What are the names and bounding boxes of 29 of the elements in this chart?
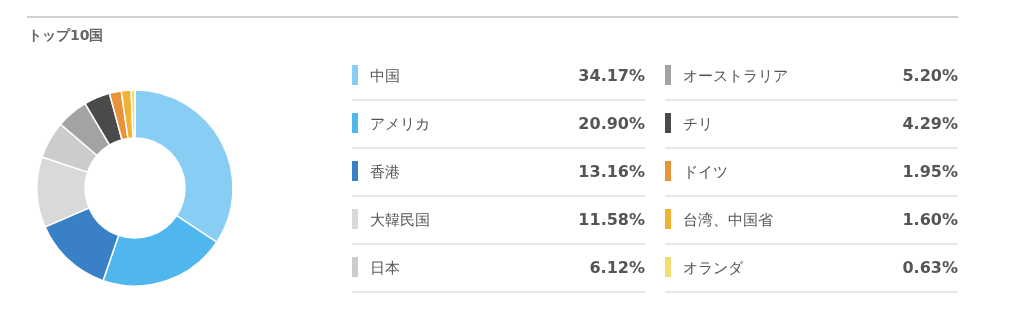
- legend-label: ドイツ: [683, 163, 728, 181]
- legend-label: チリ: [683, 115, 713, 133]
- donut-slice: [59, 102, 111, 157]
- donut-slice: [102, 214, 218, 287]
- donut-slice: [84, 92, 123, 146]
- data-label: 11.58%: [578, 210, 645, 229]
- legend-label: 香港: [370, 163, 400, 181]
- data-label: 6.12%: [589, 258, 645, 277]
- data-label: 5.20%: [902, 66, 958, 85]
- legend-label: 中国: [370, 67, 400, 85]
- legend-label: 日本: [370, 259, 400, 277]
- donut-slice: [44, 207, 120, 282]
- data-label: 4.29%: [902, 114, 958, 133]
- donut-slice: [130, 89, 136, 139]
- donut-slice: [134, 89, 234, 243]
- donut-slice: [36, 156, 90, 228]
- data-label: 20.90%: [578, 114, 645, 133]
- legend-label: アメリカ: [370, 115, 430, 133]
- data-label: 34.17%: [578, 66, 645, 85]
- data-label: 1.95%: [902, 162, 958, 181]
- data-label: 13.16%: [578, 162, 645, 181]
- chart-title: トップ10国: [28, 27, 104, 43]
- legend-label: 大韓民国: [370, 211, 430, 229]
- donut-slice: [41, 123, 98, 173]
- legend-label: オランダ: [683, 259, 744, 277]
- legend-label: 台湾、中国省: [683, 211, 773, 229]
- legend-label: オーストラリア: [683, 67, 788, 85]
- data-label: 1.60%: [902, 210, 958, 229]
- data-label: 0.63%: [902, 258, 958, 277]
